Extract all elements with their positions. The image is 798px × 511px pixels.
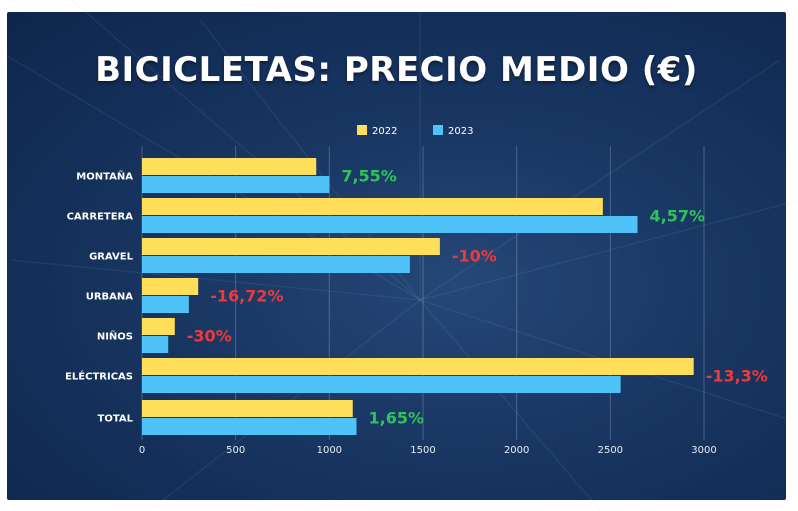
x-tick-label: 2000 xyxy=(504,445,529,456)
change-label: -10% xyxy=(452,247,497,266)
x-tick-label: 2500 xyxy=(598,445,623,456)
x-tick-label: 500 xyxy=(226,445,245,456)
bar-2022 xyxy=(142,158,317,175)
bar-2022 xyxy=(142,358,694,375)
bar-2023 xyxy=(142,336,169,353)
change-label: 4,57% xyxy=(649,207,705,226)
bars-group xyxy=(142,158,694,435)
bar-2022 xyxy=(142,278,199,295)
bar-2022 xyxy=(142,238,440,255)
bar-2023 xyxy=(142,296,189,313)
category-label: ELÉCTRICAS xyxy=(65,370,133,383)
chart-panel: BICICLETAS: PRECIO MEDIO (€) xyxy=(7,12,786,500)
legend-label-2023: 2023 xyxy=(448,126,473,137)
background-ray xyxy=(419,199,798,301)
bar-2022 xyxy=(142,198,603,215)
bar-2022 xyxy=(142,400,353,417)
labels-group: 0 500 1000 1500 2000 2500 3000 MONTAÑA 7,55% CARR… xyxy=(65,167,768,457)
category-label: URBANA xyxy=(86,292,134,303)
chart-title: BICICLETAS: PRECIO MEDIO (€) xyxy=(95,50,698,90)
bar-2022 xyxy=(142,318,175,335)
legend-swatch-2022 xyxy=(357,125,367,135)
bar-2023 xyxy=(142,418,357,435)
bar-2023 xyxy=(142,376,621,393)
background-ray xyxy=(9,259,421,301)
category-label: GRAVEL xyxy=(89,252,134,263)
bar-2023 xyxy=(142,256,410,273)
legend-label-2022: 2022 xyxy=(372,126,397,137)
category-label: NIÑOS xyxy=(97,330,133,343)
category-label: MONTAÑA xyxy=(76,170,133,183)
category-label: CARRETERA xyxy=(67,212,134,223)
change-label: -30% xyxy=(187,327,232,346)
bar-2023 xyxy=(142,216,638,233)
change-label: 1,65% xyxy=(368,409,424,428)
x-tick-label: 3000 xyxy=(691,445,716,456)
bar-2023 xyxy=(142,176,330,193)
change-label: 7,55% xyxy=(341,167,397,186)
change-label: -13,3% xyxy=(706,367,768,386)
legend: 2022 2023 xyxy=(357,125,473,137)
change-label: -16,72% xyxy=(210,287,283,306)
legend-swatch-2023 xyxy=(433,125,443,135)
category-label: TOTAL xyxy=(98,414,134,425)
background-ray xyxy=(419,59,781,301)
x-tick-label: 0 xyxy=(139,445,145,456)
x-tick-label: 1500 xyxy=(410,445,435,456)
x-tick-label: 1000 xyxy=(317,445,342,456)
background-ray xyxy=(419,299,601,511)
